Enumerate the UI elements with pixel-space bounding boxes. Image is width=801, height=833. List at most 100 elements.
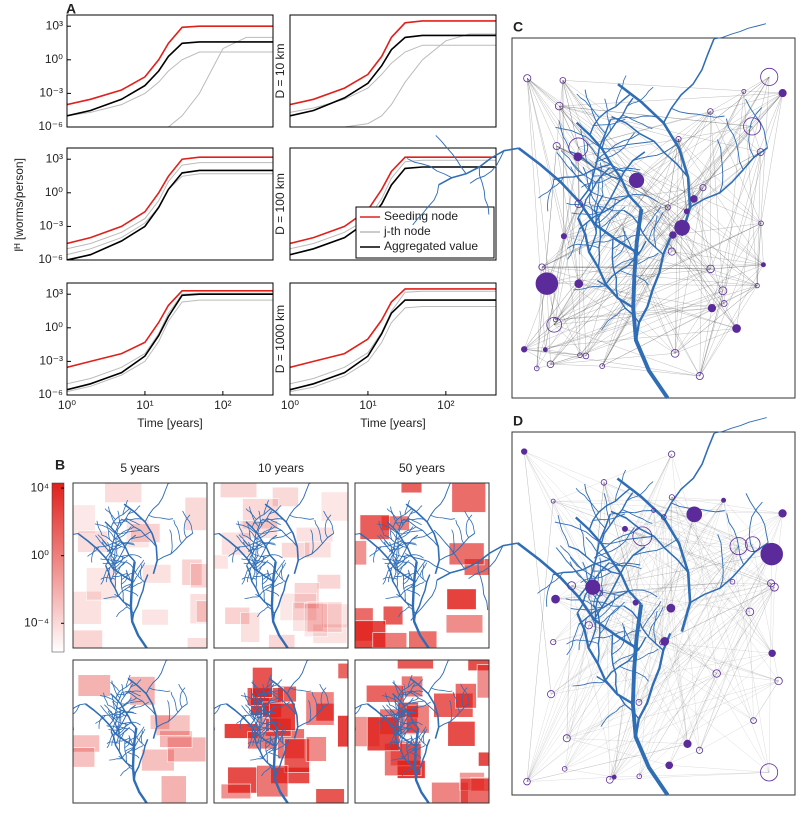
link (556, 145, 580, 284)
link (681, 227, 713, 309)
link (638, 611, 751, 703)
river (138, 728, 146, 741)
link (674, 187, 704, 354)
river (601, 307, 626, 331)
river (389, 710, 399, 722)
river (604, 636, 647, 681)
link (566, 653, 773, 739)
river (100, 558, 115, 564)
link (527, 78, 560, 107)
panel-frame (511, 37, 796, 399)
river (108, 530, 127, 545)
river (121, 518, 157, 548)
river (262, 518, 298, 548)
node (760, 262, 766, 268)
link (559, 105, 737, 329)
river (477, 562, 489, 611)
link (541, 266, 676, 354)
river (431, 687, 453, 692)
node (574, 199, 583, 209)
node (521, 448, 528, 455)
river (183, 514, 191, 538)
river (110, 731, 134, 768)
river (611, 115, 689, 178)
river (241, 570, 248, 585)
link (524, 451, 772, 584)
river (395, 526, 414, 541)
catchment (459, 777, 489, 803)
river (420, 728, 428, 741)
river (134, 559, 145, 573)
link (670, 497, 673, 609)
river (262, 690, 283, 693)
map (73, 660, 207, 803)
river (145, 660, 167, 694)
river (214, 704, 221, 715)
river (260, 554, 283, 559)
link (563, 234, 673, 237)
river (103, 596, 119, 599)
link (562, 80, 762, 224)
river (319, 684, 329, 704)
river (113, 526, 135, 541)
link (661, 500, 724, 643)
link (749, 611, 754, 721)
river (450, 483, 455, 484)
link (554, 324, 700, 377)
node (636, 773, 642, 780)
link (760, 223, 764, 265)
river (388, 546, 404, 552)
river (106, 567, 111, 583)
link (524, 211, 687, 350)
river (310, 529, 314, 555)
river (235, 523, 257, 534)
plot-frame (289, 282, 497, 396)
link (752, 544, 779, 682)
link (664, 545, 739, 642)
y-tick-label: 10⁻⁶ (38, 119, 63, 133)
river (410, 579, 438, 621)
y-axis-label: D = 100 km (273, 173, 287, 235)
node (743, 117, 762, 136)
link (671, 497, 733, 582)
link (603, 482, 665, 642)
river (386, 565, 414, 608)
river (566, 202, 597, 214)
link (710, 76, 770, 112)
river (249, 506, 259, 527)
river (244, 692, 250, 706)
river (382, 577, 398, 580)
link (536, 138, 679, 369)
legend-label: j-th node (383, 224, 431, 238)
link (771, 587, 775, 654)
link (563, 203, 579, 237)
river (260, 726, 271, 736)
link (716, 586, 775, 674)
node (683, 208, 690, 215)
river (689, 147, 768, 208)
link (639, 517, 665, 777)
series-line (290, 299, 496, 391)
link (753, 680, 779, 721)
series-line (67, 173, 273, 256)
river (413, 727, 430, 803)
node (523, 777, 531, 786)
river (113, 526, 132, 541)
catchment (104, 483, 142, 503)
link (526, 776, 615, 782)
river (584, 89, 606, 134)
series-line (290, 156, 496, 245)
link (642, 536, 739, 547)
link (670, 583, 772, 609)
river (110, 711, 119, 730)
river (408, 561, 427, 583)
link (545, 198, 695, 350)
river (248, 710, 258, 722)
river (610, 510, 660, 515)
link (524, 151, 761, 350)
y-tick-label: 10⁰ (45, 52, 63, 66)
link (571, 585, 688, 745)
river (589, 190, 621, 202)
link (636, 92, 783, 181)
river (100, 705, 114, 721)
